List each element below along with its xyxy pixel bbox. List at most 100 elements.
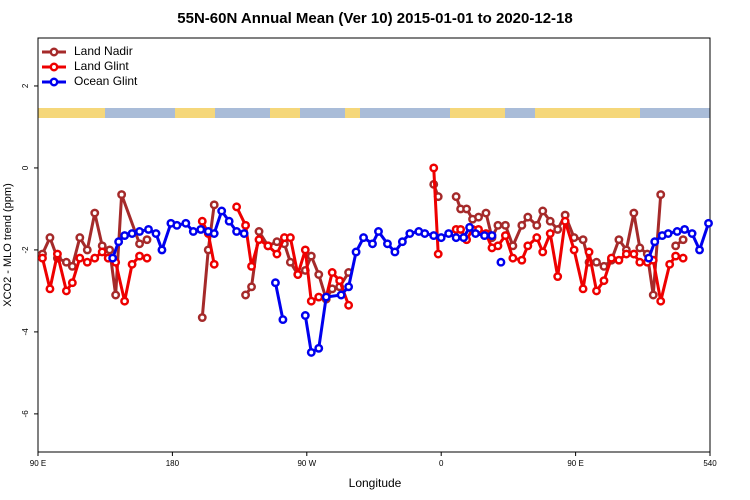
- data-point: [508, 253, 518, 263]
- data-point: [111, 290, 121, 300]
- legend-label: Land Glint: [74, 59, 129, 73]
- data-point: [592, 257, 601, 267]
- x-tick-label: 90 W: [297, 459, 316, 468]
- chart-title: 55N-60N Annual Mean (Ver 10) 2015-01-01 …: [177, 10, 572, 27]
- data-point: [687, 229, 697, 238]
- data-point: [451, 233, 461, 243]
- data-point: [599, 261, 609, 271]
- data-point: [368, 239, 377, 249]
- x-tick-label: 180: [166, 459, 180, 468]
- data-point: [462, 204, 472, 214]
- data-point: [614, 255, 624, 265]
- data-point: [465, 222, 475, 232]
- data-point: [493, 220, 503, 230]
- data-point: [336, 290, 346, 300]
- data-point: [538, 247, 548, 257]
- data-point: [90, 208, 100, 218]
- data-point: [306, 251, 316, 261]
- data-point: [578, 235, 588, 245]
- data-point: [241, 220, 251, 230]
- data-point: [390, 247, 400, 257]
- data-point: [500, 220, 510, 230]
- data-point: [97, 247, 107, 257]
- legend-marker: [49, 77, 59, 87]
- data-point: [188, 227, 198, 236]
- data-point: [61, 286, 71, 296]
- data-point: [397, 237, 407, 247]
- data-point: [209, 200, 219, 210]
- data-point: [135, 251, 144, 261]
- data-point: [61, 257, 71, 267]
- data-point: [38, 253, 47, 263]
- legend-marker: [49, 62, 59, 72]
- data-point: [569, 245, 579, 255]
- data-point: [232, 227, 242, 236]
- y-tick-label: 0: [21, 165, 30, 170]
- data-point: [75, 253, 85, 263]
- data-point: [599, 276, 609, 286]
- data-point: [209, 259, 219, 269]
- legend-label: Ocean Glint: [74, 74, 138, 88]
- data-point: [481, 208, 491, 218]
- data-point: [127, 259, 137, 269]
- plot-frame: [37, 37, 711, 453]
- y-axis-label: XCO2 - MLO trend (ppm): [2, 183, 14, 306]
- data-point: [648, 290, 658, 300]
- data-point: [108, 253, 118, 263]
- data-point: [538, 206, 548, 216]
- data-point: [635, 257, 645, 267]
- data-point: [621, 249, 631, 259]
- data-point: [374, 227, 383, 236]
- data-point: [487, 231, 497, 241]
- data-point: [300, 311, 310, 320]
- data-point: [532, 220, 542, 230]
- data-point: [67, 278, 77, 288]
- data-point: [496, 257, 506, 267]
- data-point: [144, 224, 153, 234]
- legend-label: Land Nadir: [74, 44, 133, 58]
- data-point: [656, 296, 666, 306]
- data-point: [629, 208, 639, 218]
- data-point: [272, 237, 282, 247]
- data-point: [429, 231, 439, 241]
- x-tick-label: 0: [439, 459, 444, 468]
- data-point: [142, 235, 152, 245]
- data-point: [459, 233, 469, 243]
- data-point: [142, 253, 152, 263]
- data-point: [314, 343, 324, 353]
- data-point: [241, 290, 251, 300]
- data-point: [517, 255, 527, 265]
- data-point: [405, 229, 415, 238]
- data-point: [272, 249, 282, 259]
- data-point: [474, 212, 483, 222]
- data-point: [545, 229, 555, 238]
- data-point: [306, 296, 316, 306]
- data-point: [114, 237, 124, 247]
- data-point: [157, 245, 167, 255]
- data-point: [75, 233, 85, 243]
- data-point: [209, 229, 219, 238]
- data-point: [635, 243, 645, 253]
- data-point: [82, 245, 92, 255]
- data-point: [344, 300, 354, 310]
- data-point: [45, 233, 55, 243]
- data-point: [327, 268, 337, 277]
- data-point: [480, 231, 489, 241]
- data-point: [254, 235, 264, 245]
- data-point: [493, 241, 503, 251]
- data-point: [117, 190, 127, 200]
- data-point: [285, 233, 295, 243]
- data-point: [629, 249, 639, 259]
- data-point: [436, 233, 446, 243]
- data-point: [217, 206, 227, 216]
- data-point: [247, 282, 256, 292]
- y-tick-label: -4: [21, 328, 30, 336]
- data-point: [196, 224, 206, 234]
- data-point: [120, 231, 130, 241]
- data-point: [351, 247, 361, 257]
- data-point: [239, 229, 249, 238]
- data-point: [606, 253, 616, 263]
- data-point: [471, 229, 480, 238]
- data-point: [300, 245, 310, 255]
